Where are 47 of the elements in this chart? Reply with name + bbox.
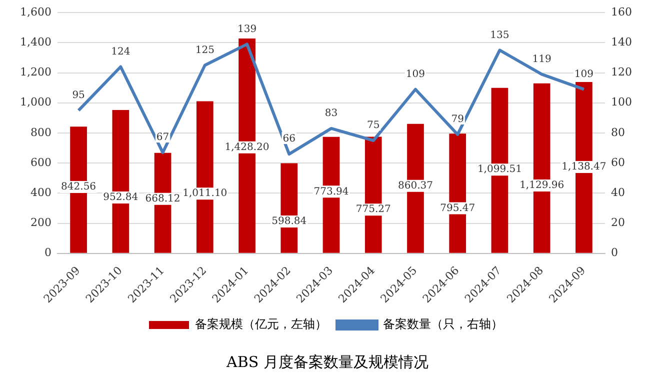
y2-tick-label: 60 (611, 156, 626, 169)
data-label: 1,428.20 (224, 142, 270, 153)
y2-tick-label: 20 (611, 216, 626, 230)
data-label: 1,011.10 (182, 188, 228, 200)
data-label: 860.37 (398, 180, 433, 192)
data-label: 135 (490, 30, 510, 41)
data-label: 842.56 (61, 182, 96, 193)
data-label: 66 (282, 134, 296, 145)
y-tick-label: 1,000 (20, 96, 52, 109)
y2-tick-label: 100 (611, 96, 632, 109)
legend-label: 备案规模（亿元，左轴） (195, 317, 327, 332)
data-label: 795.47 (440, 202, 476, 214)
data-label: 119 (532, 54, 552, 65)
data-label: 109 (574, 68, 594, 80)
y-tick-label: 1,600 (20, 5, 52, 18)
data-label: 1,138.47 (562, 162, 606, 173)
y-tick-label: 1,400 (20, 36, 52, 49)
y-tick-label: 800 (30, 126, 52, 139)
y2-tick-label: 160 (611, 5, 632, 18)
y-tick-label: 1,200 (20, 66, 52, 79)
y2-tick-label: 40 (611, 186, 626, 200)
data-label: 1,099.51 (477, 164, 522, 176)
y-tick-label: 0 (44, 246, 52, 260)
y-tick-label: 200 (30, 216, 52, 230)
y-tick-label: 400 (30, 186, 52, 200)
y2-tick-label: 120 (611, 66, 632, 79)
data-label: 79 (451, 114, 464, 126)
y2-tick-label: 140 (611, 36, 632, 49)
data-label: 124 (111, 46, 130, 58)
data-label: 139 (237, 24, 257, 35)
data-label: 109 (406, 68, 426, 80)
data-label: 773.94 (314, 186, 349, 198)
data-label: 668.12 (145, 193, 180, 204)
data-label: 83 (324, 108, 338, 120)
y2-tick-label: 0 (611, 246, 618, 260)
data-label: 67 (156, 132, 170, 144)
data-label: 95 (72, 90, 85, 101)
data-label: 775.27 (356, 204, 391, 216)
y-tick-label: 600 (30, 156, 52, 169)
data-label: 75 (366, 120, 380, 132)
text: ABS 月度备案数量及规模情况 (225, 353, 430, 372)
data-label: 125 (195, 44, 214, 56)
legend-label: 备案数量（只，右轴） (383, 317, 503, 332)
data-label: 1,129.96 (520, 180, 564, 192)
y2-tick-label: 80 (611, 126, 626, 139)
data-label: 952.84 (103, 192, 138, 204)
data-label: 598.84 (272, 216, 307, 228)
